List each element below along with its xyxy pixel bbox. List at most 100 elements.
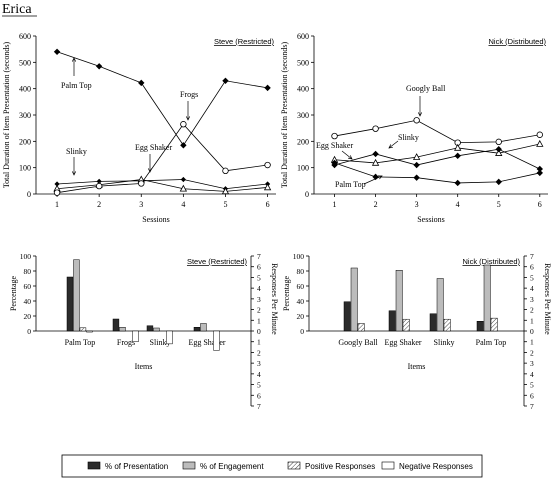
x-tick-label: 3 [415,200,419,209]
bar-presentation [193,327,201,332]
bar-negative [86,330,93,333]
y2-tick-label: 7 [530,402,534,411]
annotation-label: Slinky [66,147,87,156]
bar-presentation [66,276,74,332]
bar-presentation [146,325,154,332]
data-point [331,159,338,167]
y-tick-label: 600 [297,32,309,41]
annotation-arrow-head [417,112,423,117]
y-axis-label: Total Duration of Item Presentation (sec… [280,42,289,189]
data-point [222,167,229,175]
y-tick-label: 0 [305,190,309,199]
y2-axis-label: Responses Per Minute [543,263,552,335]
annotation-label: Palm Top [335,180,366,189]
annotation-arrow-head [71,171,77,176]
legend-label: % of Presentation [105,462,168,471]
annotation-arrow-head [71,57,77,62]
data-point [495,138,502,146]
data-point [138,79,145,87]
series-line [57,179,268,192]
data-point [95,63,103,70]
x-tick-label: 1 [55,200,59,209]
bar-negative [213,330,220,351]
chart-title: Steve (Restricted) [214,37,275,46]
y-tick-label: 20 [297,312,305,321]
bar-negative [166,330,173,345]
y2-tick-label: 6 [530,263,534,272]
legend-swatch-negative [381,461,395,470]
y2-tick-label: 5 [530,381,534,390]
bar-presentation [429,313,437,332]
y-axis-label: Percentage [9,276,18,312]
data-point [54,181,60,187]
annotation-arrow-head [185,116,191,121]
annotation-label: Slinky [398,133,419,142]
y2-tick-label: 6 [530,391,534,400]
annotation-arrow-head [348,155,353,160]
y-tick-label: 60 [24,282,32,291]
x-tick-label: 6 [538,200,542,209]
x-tick-label: 5 [497,200,501,209]
bar-engagement [153,327,160,332]
data-point [372,173,379,181]
category-label: Egg Shaker [384,338,421,347]
bar-engagement [73,259,80,332]
series-line [57,179,268,190]
y-tick-label: 100 [19,164,31,173]
series-line [334,162,540,184]
y-tick-label: 40 [297,297,305,306]
annotation-label: Googly Ball [406,84,446,93]
data-point [495,146,502,153]
y2-tick-label: 2 [257,306,261,315]
series-line [334,148,540,170]
data-point [222,77,229,84]
data-point [53,189,61,196]
annotation-arrow [341,150,353,160]
y2-tick-label: 4 [257,370,261,379]
data-point [413,161,420,169]
legend-swatch-positive [287,461,301,470]
category-label: Slinky [434,338,455,347]
y-tick-label: 20 [24,312,32,321]
y-tick-label: 100 [297,164,309,173]
category-label: Frogs [117,338,135,347]
y2-tick-label: 1 [530,338,534,347]
x-axis-label: Sessions [142,215,170,224]
annotation-arrow [388,140,399,149]
y-tick-label: 80 [24,267,32,276]
x-tick-label: 2 [97,200,101,209]
y2-tick-label: 6 [257,263,261,272]
x-tick-label: 1 [333,200,337,209]
x-tick-label: 3 [139,200,143,209]
y2-tick-label: 4 [530,370,534,379]
category-label: Slinky [150,338,171,347]
chart-title: Nick (Distributed) [462,257,520,266]
series-line [56,123,268,194]
data-point [412,153,421,160]
category-label: Egg Shaker [188,338,225,347]
bar-positive [490,317,498,332]
data-point [95,182,103,190]
data-point [180,121,187,128]
data-point [179,184,188,192]
chart-title: Steve (Restricted) [187,257,248,266]
data-point [264,84,271,92]
y-axis-label: Percentage [282,276,291,312]
category-label: Googly Ball [338,338,378,347]
category-label: Palm Top [476,338,507,347]
y-tick-label: 600 [19,32,31,41]
category-label: Palm Top [65,338,96,347]
y2-tick-label: 6 [257,391,261,400]
y2-tick-label: 1 [257,338,261,347]
data-point [331,132,338,140]
annotation-arrow-head [388,144,393,149]
x-tick-label: 4 [456,200,460,209]
y2-tick-label: 3 [530,359,534,368]
data-point [454,143,462,151]
y2-tick-label: 3 [530,295,534,304]
data-point [454,152,461,160]
bar-positive [79,327,87,332]
y-axis-label: Total Duration of Item Presentation (sec… [2,42,11,189]
bar-engagement [350,267,358,332]
